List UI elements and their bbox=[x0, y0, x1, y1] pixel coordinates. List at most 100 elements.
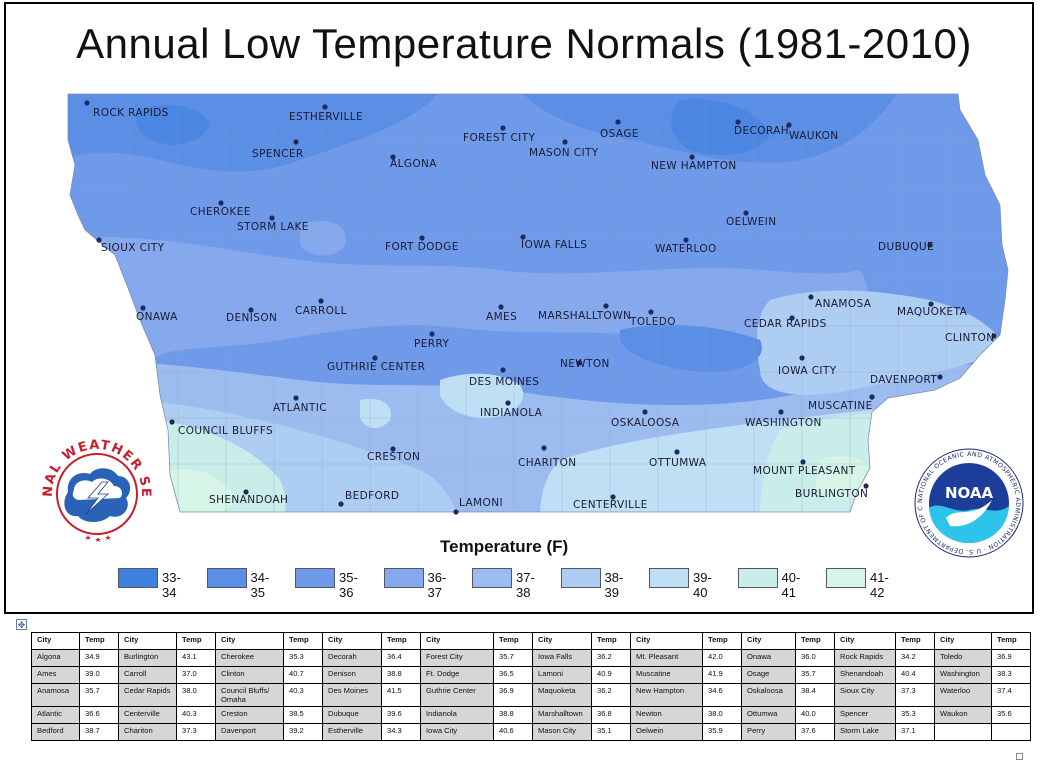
city-label: MAQUOKETA bbox=[897, 306, 968, 318]
noaa-logo-icon: NATIONAL OCEANIC AND ATMOSPHERIC ADMINIS… bbox=[910, 448, 1024, 558]
legend-swatch bbox=[472, 568, 512, 588]
city-label: IOWA CITY bbox=[778, 365, 837, 377]
city-label: MUSCATINE bbox=[808, 400, 873, 412]
city-label: OELWEIN bbox=[726, 216, 777, 228]
city-label: CEDAR RAPIDS bbox=[744, 318, 827, 330]
cell-city: Denison bbox=[322, 666, 382, 684]
header-city: City bbox=[215, 632, 284, 650]
cell-city: Forest City bbox=[420, 649, 494, 667]
cell-city: Mason City bbox=[532, 723, 592, 741]
cell-temp: 35.3 bbox=[283, 649, 323, 667]
city-label: DECORAH bbox=[734, 125, 789, 137]
city-label: LAMONI bbox=[459, 497, 503, 509]
city-label: BEDFORD bbox=[345, 490, 399, 502]
legend-swatch bbox=[649, 568, 689, 588]
city-label: AMES bbox=[486, 311, 517, 323]
cell-temp: 35.1 bbox=[591, 723, 631, 741]
header-city: City bbox=[322, 632, 382, 650]
city-label: DUBUQUE bbox=[878, 241, 934, 253]
cell-city: Creston bbox=[215, 706, 284, 724]
city-label: CARROLL bbox=[295, 305, 347, 317]
cell-temp: 40.9 bbox=[591, 666, 631, 684]
city-label: IOWA FALLS bbox=[521, 239, 587, 251]
cell-temp: 36.9 bbox=[991, 649, 1031, 667]
legend-swatch bbox=[737, 568, 778, 588]
cell-city: Storm Lake bbox=[834, 723, 896, 741]
header-temp: Temp bbox=[176, 632, 216, 650]
temperature-table: City Temp City Temp City Temp City Temp City Temp… bbox=[31, 632, 1031, 741]
iowa-map: ROCK RAPIDS ESTHERVILLE SPENCER ALGONA F… bbox=[67, 93, 1009, 515]
cell-city: Council Bluffs/ Omaha bbox=[215, 683, 284, 707]
legend-swatch bbox=[560, 568, 601, 588]
header-temp: Temp bbox=[283, 632, 323, 650]
legend-label: 37-38 bbox=[516, 570, 535, 600]
cell-temp: 36.4 bbox=[381, 649, 421, 667]
city-label: PERRY bbox=[414, 338, 449, 350]
city-label: CHEROKEE bbox=[190, 206, 251, 218]
city-label: MOUNT PLEASANT bbox=[753, 465, 856, 477]
cell-city: Marshalltown bbox=[532, 706, 592, 724]
city-labels: ROCK RAPIDS ESTHERVILLE SPENCER ALGONA F… bbox=[93, 107, 994, 511]
cell-city: Estherville bbox=[322, 723, 382, 741]
cell-temp: 38.5 bbox=[283, 706, 323, 724]
cell-temp: 38.3 bbox=[991, 666, 1031, 684]
table-move-handle-icon[interactable]: ✥ bbox=[16, 619, 27, 630]
city-label: OSKALOOSA bbox=[611, 417, 680, 429]
city-label: NEW HAMPTON bbox=[651, 160, 737, 172]
table-row: Bedford 38.7 Chariton 37.3 Davenport 39.2 Esth… bbox=[31, 723, 1031, 741]
cell-temp: 40.3 bbox=[176, 706, 216, 724]
header-temp: Temp bbox=[702, 632, 742, 650]
cell-city: Waukon bbox=[934, 706, 992, 724]
city-label: MASON CITY bbox=[529, 147, 599, 159]
table-row: Anamosa 35.7 Cedar Rapids 38.0 Council Bluff… bbox=[31, 683, 1031, 707]
header-temp: Temp bbox=[991, 632, 1031, 650]
legend-label: 33-34 bbox=[162, 570, 181, 600]
table-row: Atlantic 36.6 Centerville 40.3 Creston 38.5 Du… bbox=[31, 706, 1031, 724]
header-city: City bbox=[934, 632, 992, 650]
cell-city: Washington bbox=[934, 666, 992, 684]
cell-city: Cedar Rapids bbox=[118, 683, 177, 707]
table-resize-handle[interactable] bbox=[1016, 753, 1023, 760]
city-label: MARSHALLTOWN bbox=[538, 310, 631, 322]
city-label: SIOUX CITY bbox=[101, 242, 165, 254]
cell-city: New Hampton bbox=[630, 683, 703, 707]
city-label: GUTHRIE CENTER bbox=[327, 361, 425, 373]
cell-city: Iowa Falls bbox=[532, 649, 592, 667]
cell-temp: 38.7 bbox=[79, 723, 119, 741]
cell-city: Davenport bbox=[215, 723, 284, 741]
cell-temp: 34.9 bbox=[79, 649, 119, 667]
map-frame bbox=[4, 2, 1034, 614]
cell-city: Ottumwa bbox=[741, 706, 796, 724]
city-label: CLINTON bbox=[945, 332, 994, 344]
header-temp: Temp bbox=[795, 632, 835, 650]
cell-temp: 34.6 bbox=[702, 683, 742, 707]
cell-city: Centerville bbox=[118, 706, 177, 724]
cell-city: Rock Rapids bbox=[834, 649, 896, 667]
legend-label: 35-36 bbox=[339, 570, 358, 600]
cell-city: Maquoketa bbox=[532, 683, 592, 707]
cell-city: Spencer bbox=[834, 706, 896, 724]
legend-label: 34-35 bbox=[250, 570, 270, 600]
cell-temp: 40.4 bbox=[895, 666, 935, 684]
cell-temp: 37.0 bbox=[176, 666, 216, 684]
header-temp: Temp bbox=[493, 632, 533, 650]
city-label: ESTHERVILLE bbox=[289, 111, 363, 123]
city-label: ALGONA bbox=[390, 158, 437, 170]
cell-temp: 40.7 bbox=[283, 666, 323, 684]
cell-temp: 38.4 bbox=[795, 683, 835, 707]
cell-temp: 35.7 bbox=[795, 666, 835, 684]
cell-temp: 34.3 bbox=[381, 723, 421, 741]
city-label: FOREST CITY bbox=[463, 132, 535, 144]
city-label: DENISON bbox=[226, 312, 277, 324]
legend-title: Temperature (F) bbox=[440, 537, 569, 556]
cell-city: Mt. Pleasant bbox=[630, 649, 703, 667]
cell-temp bbox=[991, 723, 1031, 741]
city-label: DES MOINES bbox=[469, 376, 539, 388]
city-label: CENTERVILLE bbox=[573, 499, 648, 511]
city-label: CHARITON bbox=[518, 457, 577, 469]
city-label: ONAWA bbox=[136, 311, 178, 323]
header-temp: Temp bbox=[79, 632, 119, 650]
cell-city: Onawa bbox=[741, 649, 796, 667]
city-label: FORT DODGE bbox=[385, 241, 459, 253]
cell-temp: 37.4 bbox=[991, 683, 1031, 707]
